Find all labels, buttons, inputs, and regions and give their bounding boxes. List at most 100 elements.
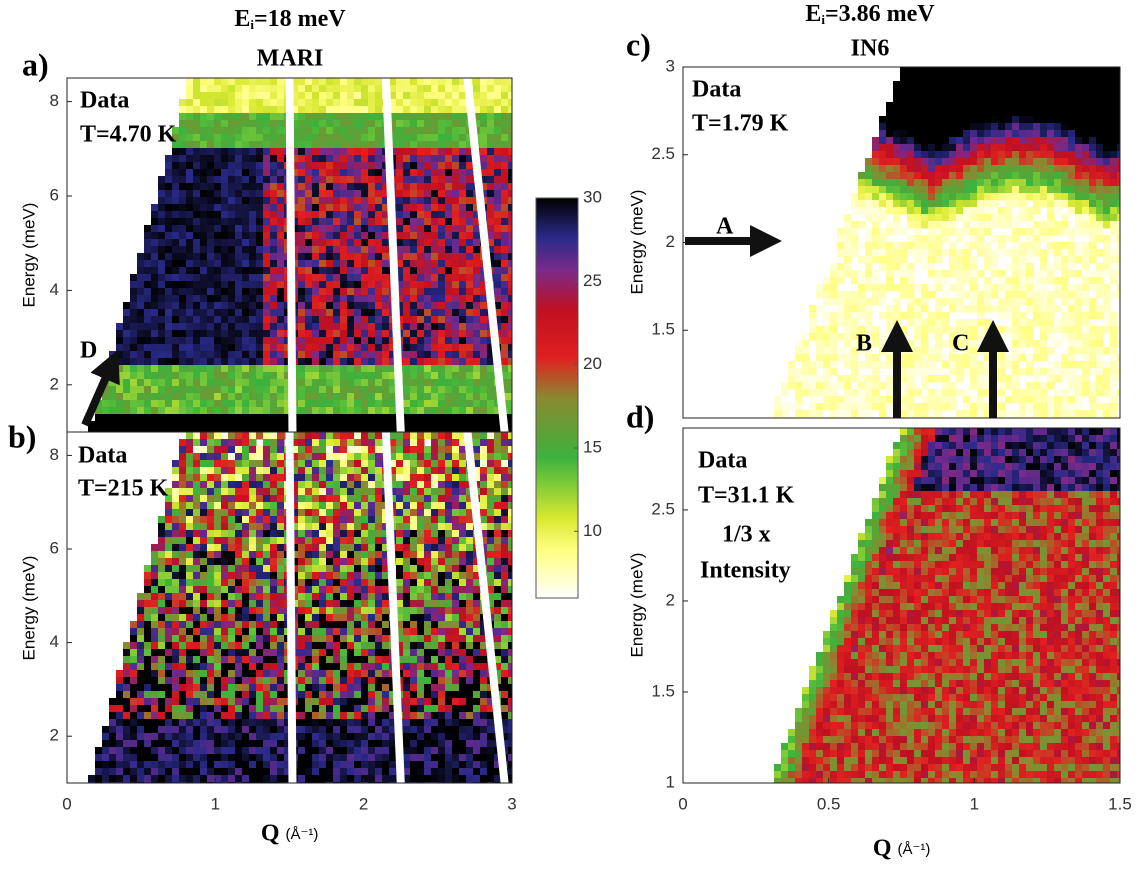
heatmap-cell — [123, 726, 131, 734]
heatmap-cell — [417, 432, 425, 440]
heatmap-cell — [417, 78, 425, 86]
heatmap-cell — [396, 120, 404, 128]
heatmap-cell — [340, 162, 348, 170]
heatmap-cell — [494, 155, 502, 163]
heatmap-cell — [207, 232, 215, 240]
heatmap-cell — [403, 649, 411, 657]
heatmap-cell — [242, 274, 250, 282]
heatmap-cell — [319, 719, 327, 727]
heatmap-cell — [459, 421, 467, 429]
heatmap-cell — [186, 621, 194, 629]
heatmap-cell — [403, 544, 411, 552]
heatmap-cell — [221, 642, 229, 650]
heatmap-cell — [431, 295, 439, 303]
heatmap-cell — [452, 719, 460, 727]
heatmap-cell — [424, 502, 432, 510]
heatmap-cell — [158, 302, 166, 310]
heatmap-cell — [200, 656, 208, 664]
heatmap-cell — [207, 309, 215, 317]
heatmap-cell — [459, 719, 467, 727]
heatmap-cell — [368, 421, 376, 429]
heatmap-cell — [242, 134, 250, 142]
heatmap-cell — [207, 726, 215, 734]
heatmap-cell — [326, 295, 334, 303]
heatmap-cell — [375, 176, 383, 184]
heatmap-cell — [452, 288, 460, 296]
heatmaps — [88, 67, 1121, 784]
heatmap-cell — [333, 670, 341, 678]
heatmap-cell — [249, 218, 257, 226]
heatmap-cell — [186, 719, 194, 727]
heatmap-cell — [459, 579, 467, 587]
heatmap-cell — [501, 344, 509, 352]
heatmap-cell — [403, 316, 411, 324]
heatmap-cell — [221, 169, 229, 177]
heatmap-cell — [473, 439, 481, 447]
heatmap-cell — [263, 698, 271, 706]
heatmap-cell — [214, 635, 222, 643]
heatmap-cell — [123, 677, 131, 685]
heatmap-cell — [186, 712, 194, 720]
heatmap-cell — [326, 670, 334, 678]
heatmap-cell — [137, 663, 145, 671]
heatmap-cell — [263, 365, 271, 373]
heatmap-cell — [445, 239, 453, 247]
heatmap-cell — [235, 379, 243, 387]
heatmap-cell — [319, 446, 327, 454]
heatmap-cell — [410, 141, 418, 149]
heatmap-cell — [221, 190, 229, 198]
heatmap-cell — [375, 670, 383, 678]
heatmap-cell — [340, 302, 348, 310]
heatmap-cell — [326, 460, 334, 468]
heatmap-cell — [249, 92, 257, 100]
heatmap-cell — [193, 365, 201, 373]
heatmap-cell — [214, 421, 222, 429]
heatmap-cell — [417, 155, 425, 163]
heatmap-cell — [179, 323, 187, 331]
heatmap-cell — [403, 656, 411, 664]
heatmap-cell — [151, 316, 159, 324]
heatmap-cell — [333, 99, 341, 107]
heatmap-cell — [277, 127, 285, 135]
heatmap-cell — [466, 344, 474, 352]
heatmap-cell — [249, 579, 257, 587]
heatmap-cell — [186, 176, 194, 184]
heatmap-cell — [277, 155, 285, 163]
heatmap-cell — [417, 488, 425, 496]
heatmap-cell — [249, 155, 257, 163]
heatmap-cell — [480, 358, 488, 366]
heatmap-cell — [151, 211, 159, 219]
heatmap-cell — [326, 78, 334, 86]
heatmap-cell — [137, 295, 145, 303]
heatmap-cell — [354, 85, 362, 93]
heatmap-cell — [172, 344, 180, 352]
heatmap-cell — [333, 495, 341, 503]
heatmap-cell — [354, 593, 362, 601]
heatmap-cell — [179, 414, 187, 422]
heatmap-cell — [347, 309, 355, 317]
heatmap-cell — [235, 120, 243, 128]
heatmap-cell — [305, 432, 313, 440]
heatmap-cell — [424, 239, 432, 247]
heatmap-cell — [228, 670, 236, 678]
heatmap-cell — [102, 393, 110, 401]
heatmap-cell — [312, 726, 320, 734]
heatmap-cell — [375, 337, 383, 345]
heatmap-cell — [333, 677, 341, 685]
heatmap-cell — [130, 281, 138, 289]
heatmap-cell — [494, 565, 502, 573]
heatmap-cell — [186, 726, 194, 734]
heatmap-cell — [221, 670, 229, 678]
heatmap-cell — [340, 719, 348, 727]
heatmap-cell — [368, 607, 376, 615]
heatmap-cell — [151, 593, 159, 601]
heatmap-cell — [256, 197, 264, 205]
heatmap-cell — [347, 726, 355, 734]
heatmap-cell — [410, 309, 418, 317]
heatmap-cell — [403, 176, 411, 184]
heatmap-cell — [347, 379, 355, 387]
heatmap-cell — [228, 106, 236, 114]
heatmap-cell — [368, 288, 376, 296]
heatmap-cell — [186, 705, 194, 713]
heatmap-cell — [424, 127, 432, 135]
